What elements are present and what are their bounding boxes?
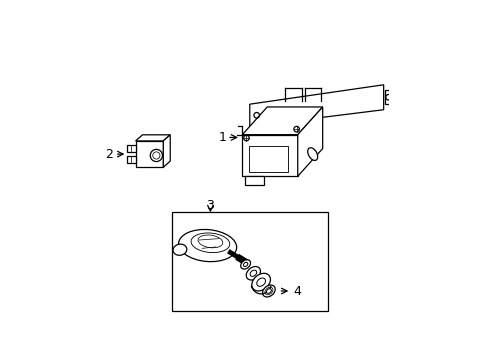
Text: 1: 1 (219, 131, 226, 144)
Polygon shape (163, 135, 170, 167)
Ellipse shape (251, 273, 270, 291)
Bar (135, 141, 163, 167)
Ellipse shape (246, 266, 260, 280)
Ellipse shape (240, 260, 250, 269)
Ellipse shape (178, 229, 236, 262)
Ellipse shape (256, 278, 265, 286)
Ellipse shape (266, 289, 271, 293)
Bar (127, 156, 135, 163)
Ellipse shape (243, 262, 247, 266)
Text: 3: 3 (206, 199, 214, 212)
Bar (171, 212, 327, 311)
Ellipse shape (307, 148, 317, 161)
Ellipse shape (249, 270, 256, 276)
Ellipse shape (262, 285, 275, 297)
Bar (244, 176, 264, 185)
Polygon shape (384, 90, 391, 104)
Polygon shape (242, 135, 297, 176)
Polygon shape (249, 85, 383, 126)
Ellipse shape (191, 233, 229, 253)
Polygon shape (242, 107, 322, 135)
Polygon shape (135, 135, 170, 141)
Bar (127, 145, 135, 152)
Text: 4: 4 (293, 284, 301, 297)
Bar (249, 146, 287, 172)
Polygon shape (297, 107, 322, 176)
Ellipse shape (173, 244, 186, 255)
Text: 2: 2 (105, 148, 113, 161)
